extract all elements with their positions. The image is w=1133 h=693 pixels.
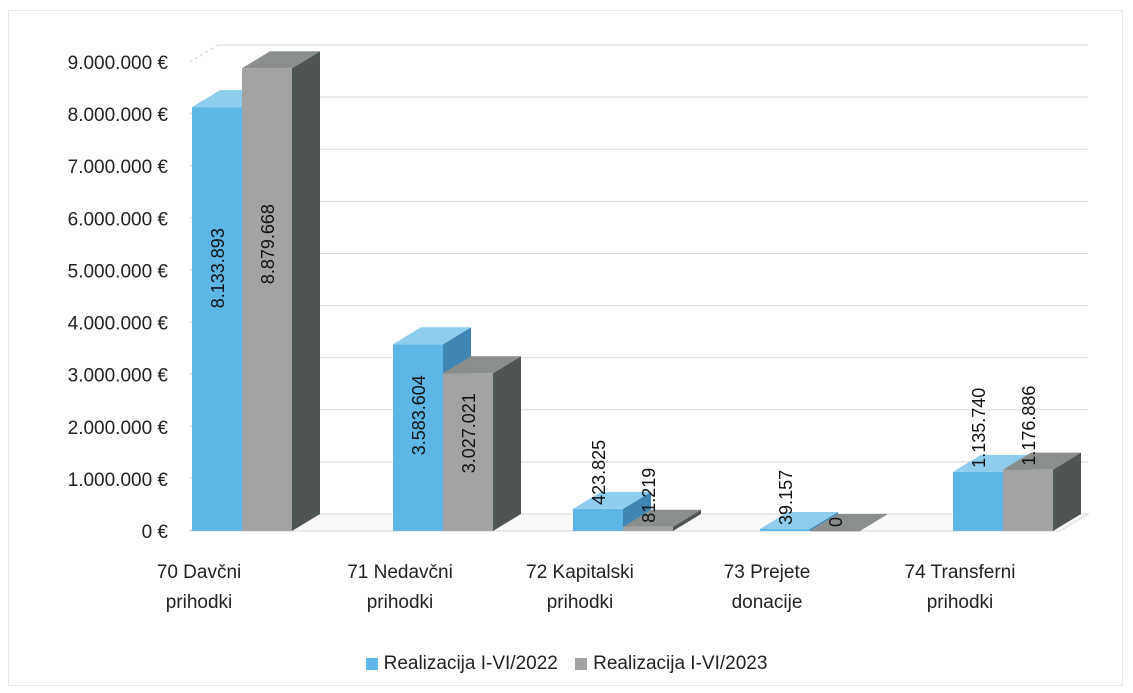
x-tick-label: 72 Kapitalski [526,562,634,583]
y-tick-label: 0 € [142,522,169,543]
x-tick-label: prihodki [927,592,994,613]
chart-frame [8,10,1123,686]
data-label-s0-c3: 39.157 [776,470,796,525]
bar-top-s1-c0 [242,51,320,69]
y-tick-label: 1.000.000 € [68,470,169,491]
bar-side-s1-c1 [493,356,521,531]
x-tick-label: prihodki [166,592,233,613]
y-tick-label: 2.000.000 € [68,418,169,439]
bar-top-s0-c1 [393,327,471,345]
bar-top-s1-c3 [810,514,888,531]
gridline-diagonal [189,44,219,63]
bar-top-s1-c4 [1003,452,1081,470]
data-label-s1-c2: 81.219 [639,468,659,523]
y-tick-label: 6.000.000 € [68,209,169,230]
bar-top-s1-c1 [443,356,521,374]
y-tick-label: 8.000.000 € [68,105,169,126]
y-tick-label: 7.000.000 € [68,157,169,178]
data-label-s1-c0: 8.879.668 [258,204,278,284]
bar-top-s1-c2 [623,509,701,527]
legend-label-2023: Realizacija I-VI/2023 [593,653,768,674]
y-tick-label: 9.000.000 € [68,53,169,74]
x-tick-label: prihodki [367,592,434,613]
legend-swatch-2023 [575,658,588,670]
bar-front-s0-c4 [953,471,1003,531]
bar-front-s0-c2 [573,508,623,531]
data-label-s0-c4: 1.135.740 [969,388,989,468]
bar-front-s0-c3 [760,528,810,531]
bar-front-s1-c1 [443,373,493,531]
bar-front-s1-c2 [623,526,673,531]
data-label-s1-c1: 3.027.021 [459,393,479,473]
legend-item-2023: Realizacija I-VI/2023 [575,653,767,675]
bar-front-s1-c0 [242,68,292,532]
bar-front-s0-c0 [192,107,242,532]
bar-top-s0-c2 [573,491,651,509]
legend-label-2022: Realizacija I-VI/2022 [383,653,558,674]
bar-side-s1-c2 [673,509,701,531]
legend: Realizacija I-VI/2022 Realizacija I-VI/2… [0,653,1133,676]
x-tick-label: prihodki [547,592,614,613]
y-tick-label: 3.000.000 € [68,366,169,387]
y-tick-label: 4.000.000 € [68,314,169,335]
bar-side-s0-c2 [623,491,651,531]
data-label-s0-c0: 8.133.893 [208,228,228,308]
data-label-s0-c2: 423.825 [589,440,609,505]
bar-side-s0-c3 [810,511,838,531]
bar-front-s1-c4 [1003,469,1053,531]
bar-front-s1-c3 [810,531,860,532]
bar-side-s1-c0 [292,51,320,532]
x-tick-label: 74 Transferni [905,562,1016,583]
legend-item-2022: Realizacija I-VI/2022 [365,653,558,675]
bar-front-s0-c1 [393,344,443,531]
data-label-s1-c3: 0 [826,517,846,527]
x-tick-label: 70 Davčni [157,562,242,583]
x-tick-label: 71 Nedavčni [347,562,453,583]
bar-top-s0-c3 [760,511,838,529]
data-label-s0-c1: 3.583.604 [409,375,429,455]
legend-swatch-2022 [365,658,378,670]
x-tick-label: 73 Prejete [724,562,811,583]
y-tick-label: 5.000.000 € [68,261,169,282]
bar-side-s1-c4 [1053,452,1081,531]
bar-top-s0-c4 [953,454,1031,472]
x-tick-label: donacije [732,592,803,613]
data-label-s1-c4: 1.176.886 [1019,386,1039,466]
